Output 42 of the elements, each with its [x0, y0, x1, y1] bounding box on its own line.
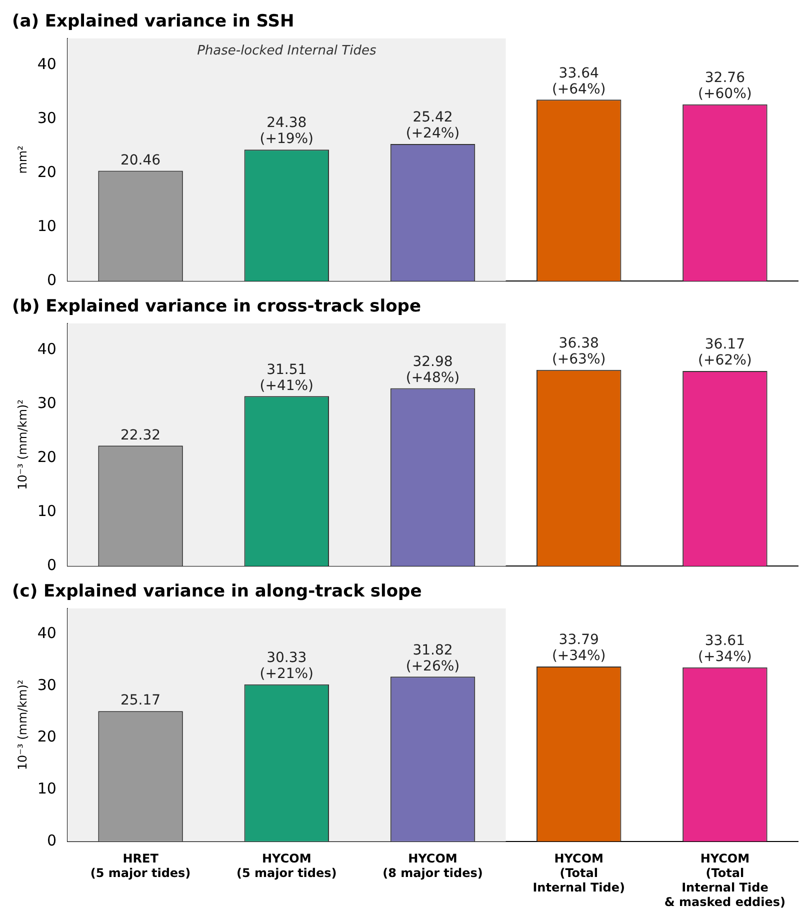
data-label: 20.46	[120, 152, 161, 168]
y-tick-label: 10	[37, 216, 56, 235]
y-tick-label: 40	[37, 55, 56, 74]
chart-title: (a) Explained variance in SSH	[12, 12, 294, 32]
y-tick-label: 0	[46, 831, 56, 850]
y-tick-label: 30	[37, 109, 56, 128]
data-label: 22.32	[120, 427, 161, 444]
y-tick-label: 30	[37, 394, 56, 412]
data-label: 24.38 (+19%)	[260, 115, 314, 148]
y-tick-label: 30	[37, 676, 56, 694]
data-label: 25.42 (+24%)	[406, 110, 460, 142]
x-tick-label: HYCOM (5 major tides)	[236, 852, 337, 880]
x-tick-label: HYCOM (Total Internal Tide)	[532, 852, 625, 895]
y-tick-label: 20	[37, 448, 56, 466]
data-label: 25.17	[120, 692, 161, 709]
y-tick-label: 10	[37, 502, 56, 520]
y-axis-title: 10⁻³ (mm/km)²	[15, 679, 30, 770]
chart-title: (b) Explained variance in cross-track slope	[12, 296, 421, 317]
data-label: 33.79 (+34%)	[552, 632, 606, 664]
data-label: 31.51 (+41%)	[260, 362, 314, 394]
y-tick-label: 0	[46, 556, 56, 574]
data-label: 33.61 (+34%)	[698, 633, 752, 666]
x-tick-label: HYCOM (8 major tides)	[382, 852, 483, 880]
band-label: Phase-locked Internal Tides	[197, 43, 376, 58]
y-tick-label: 20	[37, 163, 56, 182]
y-tick-label: 0	[46, 270, 56, 289]
data-label: 36.17 (+62%)	[698, 336, 752, 369]
x-tick-label: HRET (5 major tides)	[90, 852, 191, 880]
data-label: 36.38 (+63%)	[552, 336, 606, 368]
data-label: 32.76 (+60%)	[698, 70, 752, 102]
data-label: 30.33 (+21%)	[260, 650, 314, 682]
y-tick-label: 10	[37, 780, 56, 798]
x-tick-label: HYCOM (Total Internal Tide & masked eddies)	[664, 852, 786, 909]
y-tick-label: 20	[37, 728, 56, 746]
y-tick-label: 40	[37, 340, 56, 358]
data-label: 32.98 (+48%)	[406, 354, 460, 386]
chart-title: (c) Explained variance in along-track slope	[12, 582, 422, 602]
data-label: 33.64 (+64%)	[552, 65, 606, 98]
y-axis-title: mm²	[15, 145, 30, 174]
data-label: 31.82 (+26%)	[406, 642, 460, 674]
y-axis-title: 10⁻³ (mm/km)²	[15, 399, 30, 490]
y-tick-label: 40	[37, 624, 56, 642]
